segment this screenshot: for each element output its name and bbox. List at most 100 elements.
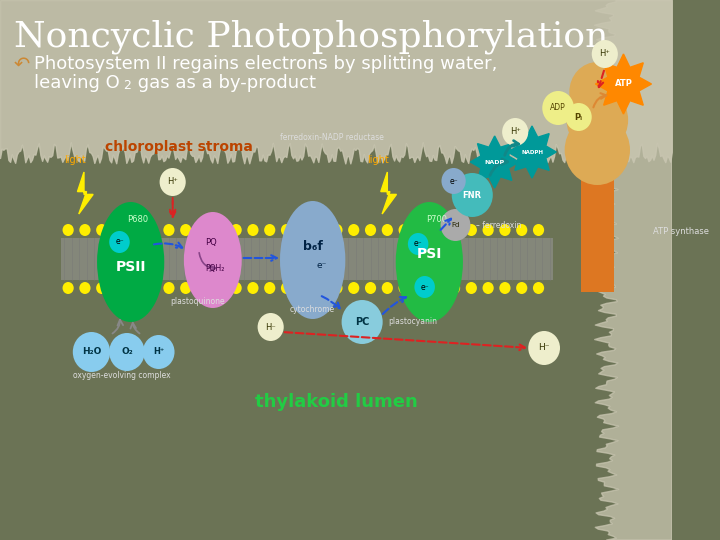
Circle shape: [365, 224, 376, 236]
Circle shape: [163, 282, 174, 294]
Circle shape: [79, 282, 91, 294]
Text: ATP: ATP: [615, 79, 632, 89]
Circle shape: [566, 103, 592, 131]
Circle shape: [365, 282, 376, 294]
Circle shape: [281, 224, 292, 236]
Circle shape: [130, 282, 141, 294]
Text: chloroplast stroma: chloroplast stroma: [104, 140, 253, 154]
Circle shape: [63, 282, 73, 294]
Circle shape: [432, 282, 444, 294]
Text: H⁻: H⁻: [539, 343, 550, 353]
Text: e⁻: e⁻: [414, 240, 423, 248]
Text: Noncyclic Photophosphorylation: Noncyclic Photophosphorylation: [14, 20, 608, 55]
Text: b₆f: b₆f: [302, 240, 323, 253]
Circle shape: [533, 282, 544, 294]
Circle shape: [528, 331, 560, 365]
Polygon shape: [78, 172, 93, 214]
Bar: [580, 162, 614, 292]
Circle shape: [264, 282, 275, 294]
Polygon shape: [508, 126, 557, 178]
Circle shape: [382, 282, 393, 294]
Circle shape: [264, 224, 275, 236]
Ellipse shape: [280, 201, 346, 319]
Text: e⁻: e⁻: [115, 238, 124, 246]
Circle shape: [348, 224, 359, 236]
Circle shape: [341, 300, 382, 344]
Circle shape: [502, 118, 528, 146]
Circle shape: [449, 224, 460, 236]
Circle shape: [592, 40, 618, 68]
Text: plastocyanin: plastocyanin: [388, 318, 437, 327]
Polygon shape: [595, 54, 652, 114]
Circle shape: [331, 282, 343, 294]
Circle shape: [348, 282, 359, 294]
Circle shape: [160, 168, 186, 196]
Text: leaving O: leaving O: [34, 74, 120, 92]
Text: H⁺: H⁺: [153, 348, 164, 356]
Text: O₂: O₂: [121, 348, 132, 356]
Text: e⁻: e⁻: [317, 260, 327, 269]
Circle shape: [482, 224, 494, 236]
Circle shape: [466, 224, 477, 236]
Polygon shape: [381, 172, 397, 214]
Text: P700: P700: [426, 215, 447, 225]
Circle shape: [258, 313, 284, 341]
Circle shape: [315, 224, 325, 236]
Text: PQ: PQ: [205, 238, 217, 246]
Circle shape: [567, 87, 628, 153]
Circle shape: [482, 148, 508, 176]
Text: ADP: ADP: [550, 104, 566, 112]
Circle shape: [230, 282, 242, 294]
Ellipse shape: [97, 202, 164, 322]
Circle shape: [281, 282, 292, 294]
Circle shape: [415, 282, 426, 294]
Circle shape: [63, 224, 73, 236]
Circle shape: [482, 282, 494, 294]
Circle shape: [147, 282, 158, 294]
Text: 2: 2: [123, 79, 131, 92]
Text: H⁻: H⁻: [265, 322, 276, 332]
Circle shape: [500, 224, 510, 236]
Circle shape: [109, 333, 145, 371]
Circle shape: [415, 276, 435, 298]
Circle shape: [570, 62, 626, 122]
Circle shape: [96, 282, 107, 294]
Text: Pᵢ: Pᵢ: [575, 112, 582, 122]
Text: NADPH: NADPH: [521, 150, 543, 154]
Circle shape: [113, 224, 124, 236]
Circle shape: [500, 282, 510, 294]
Text: PQH₂: PQH₂: [205, 264, 225, 273]
Text: P680: P680: [127, 215, 149, 225]
Circle shape: [214, 282, 225, 294]
Text: PSII: PSII: [115, 260, 146, 274]
Circle shape: [130, 224, 141, 236]
Circle shape: [466, 282, 477, 294]
Circle shape: [408, 233, 428, 255]
Text: light: light: [367, 155, 389, 165]
Polygon shape: [470, 136, 519, 188]
Text: ATP synthase: ATP synthase: [653, 227, 709, 237]
Circle shape: [533, 224, 544, 236]
Circle shape: [248, 224, 258, 236]
Bar: [60, 238, 552, 280]
Circle shape: [298, 224, 309, 236]
Circle shape: [415, 224, 426, 236]
Circle shape: [230, 224, 242, 236]
Circle shape: [399, 224, 410, 236]
Text: PSI: PSI: [417, 247, 442, 261]
Circle shape: [79, 224, 91, 236]
Text: oxygen-evolving complex: oxygen-evolving complex: [73, 370, 170, 380]
Text: Fd: Fd: [451, 222, 459, 228]
Circle shape: [197, 224, 208, 236]
Circle shape: [298, 282, 309, 294]
Text: e⁻: e⁻: [449, 177, 458, 186]
Text: gas as a by-product: gas as a by-product: [132, 74, 315, 92]
Text: H⁺: H⁺: [599, 50, 611, 58]
Text: ↶: ↶: [14, 55, 30, 74]
Circle shape: [608, 68, 639, 100]
Circle shape: [73, 332, 110, 372]
Text: – ferredoxin: – ferredoxin: [476, 220, 521, 230]
Circle shape: [214, 224, 225, 236]
Circle shape: [516, 282, 527, 294]
Text: H⁺: H⁺: [167, 178, 178, 186]
